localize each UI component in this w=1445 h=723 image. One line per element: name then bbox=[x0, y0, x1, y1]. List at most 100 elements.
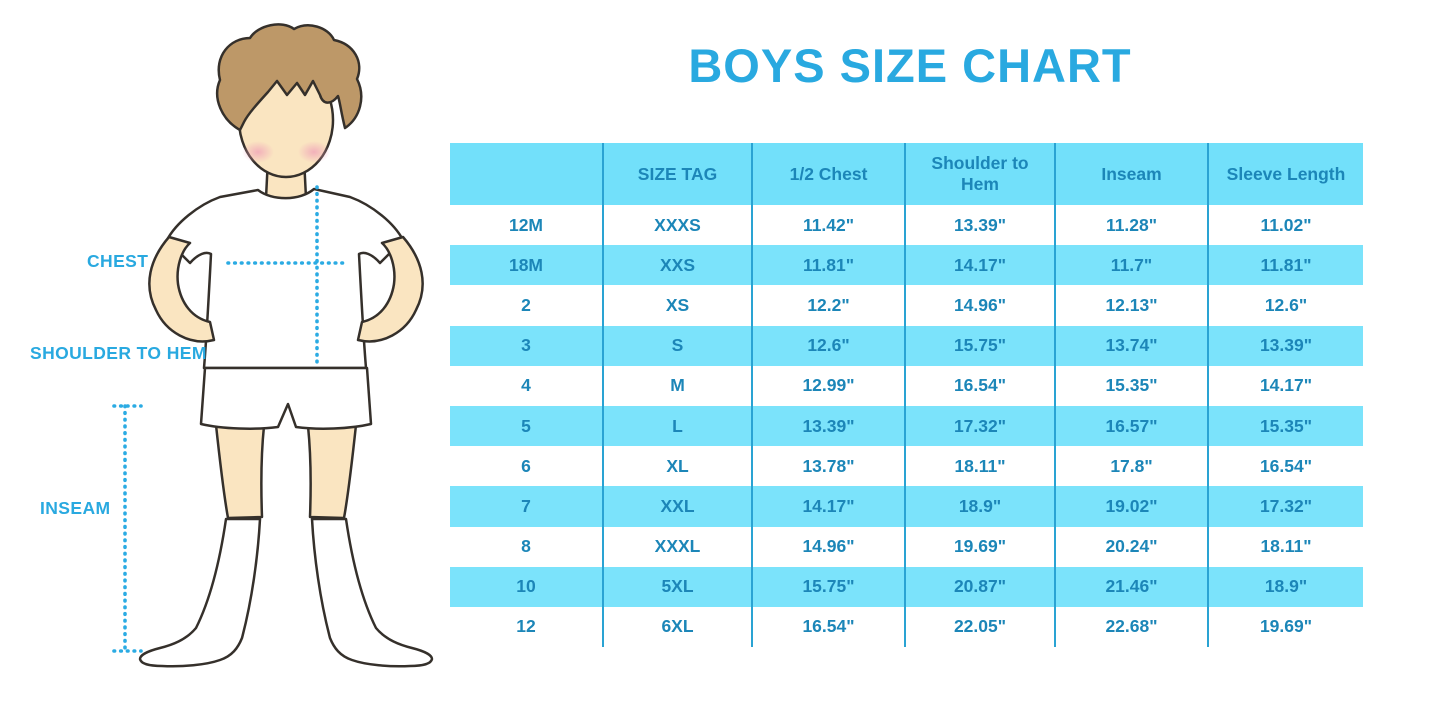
shoulder-to-hem-label: SHOULDER TO HEM bbox=[30, 343, 207, 363]
table-cell: 11.7" bbox=[1054, 245, 1208, 286]
table-row: 3 S 12.6" 15.75" 13.74" 13.39" bbox=[450, 325, 1363, 366]
table-cell: 4 bbox=[521, 375, 531, 396]
table-cell: 2 bbox=[521, 294, 531, 315]
table-cell: 11.02" bbox=[1207, 205, 1363, 246]
table-cell: XL bbox=[602, 446, 752, 487]
table-cell: 16.54" bbox=[1207, 446, 1363, 487]
page-title: BOYS SIZE CHART bbox=[688, 39, 1132, 92]
table-cell: 19.02" bbox=[1054, 486, 1208, 527]
table-row: 10 5XL 15.75" 20.87" 21.46" 18.9" bbox=[450, 566, 1363, 607]
boy-right-leg bbox=[306, 423, 358, 520]
table-cell: XS bbox=[602, 285, 752, 326]
table-cell: S bbox=[602, 325, 752, 366]
table-cell: 14.96" bbox=[751, 526, 905, 567]
table-cell: 12.6" bbox=[751, 325, 905, 366]
boy-illustration bbox=[112, 23, 434, 668]
blush-right-cheek bbox=[298, 141, 330, 163]
table-cell: 18.9" bbox=[904, 486, 1055, 527]
table-row: 7 XXL 14.17" 18.9" 19.02" 17.32" bbox=[450, 486, 1363, 527]
table-row: 18M XXS 11.81" 14.17" 11.7" 11.81" bbox=[450, 245, 1363, 286]
size-table: SIZE TAG 1/2 Chest Shoulder to Hem Inseam Sl… bbox=[450, 143, 1363, 648]
table-cell: 18.9" bbox=[1207, 566, 1363, 607]
table-cell: 20.24" bbox=[1054, 526, 1208, 567]
table-cell: 11.42" bbox=[751, 205, 905, 246]
table-cell: 21.46" bbox=[1054, 566, 1208, 607]
column-header: Shoulder to Hem bbox=[904, 143, 1055, 205]
table-cell: 12.13" bbox=[1054, 285, 1208, 326]
table-cell: 10 bbox=[516, 576, 536, 597]
table-row: 8 XXXL 14.96" 19.69" 20.24" 18.11" bbox=[450, 526, 1363, 567]
table-cell: 16.54" bbox=[751, 606, 905, 648]
table-cell: 13.39" bbox=[904, 205, 1055, 246]
column-header bbox=[450, 143, 603, 205]
table-cell: 12.6" bbox=[1207, 285, 1363, 326]
table-cell: 16.57" bbox=[1054, 405, 1208, 447]
table-cell: 15.75" bbox=[904, 325, 1055, 366]
table-row: 12M XXXS 11.42" 13.39" 11.28" 11.02" bbox=[450, 205, 1363, 246]
table-cell: 19.69" bbox=[904, 526, 1055, 567]
table-cell: 15.75" bbox=[751, 566, 905, 607]
table-cell: 12.2" bbox=[751, 285, 905, 326]
table-cell: 18.11" bbox=[904, 446, 1055, 487]
table-cell: 14.17" bbox=[751, 486, 905, 527]
table-cell: 19.69" bbox=[1207, 606, 1363, 648]
table-cell: L bbox=[602, 405, 752, 447]
table-cell: 13.74" bbox=[1054, 325, 1208, 366]
table-cell: 15.35" bbox=[1207, 405, 1363, 447]
table-cell: 17.8" bbox=[1054, 446, 1208, 487]
table-cell: 16.54" bbox=[904, 365, 1055, 406]
table-cell: 12M bbox=[508, 214, 544, 235]
table-cell: 22.05" bbox=[904, 606, 1055, 648]
table-cell: 3 bbox=[521, 335, 531, 356]
table-row: 4 M 12.99" 16.54" 15.35" 14.17" bbox=[450, 365, 1363, 406]
column-header: SIZE TAG bbox=[602, 143, 752, 205]
table-row: 2 XS 12.2" 14.96" 12.13" 12.6" bbox=[450, 285, 1363, 326]
table-cell: 13.78" bbox=[751, 446, 905, 487]
table-row: 12 6XL 16.54" 22.05" 22.68" 19.69" bbox=[450, 606, 1363, 648]
table-cell: 14.17" bbox=[1207, 365, 1363, 406]
table-cell: 11.81" bbox=[751, 245, 905, 286]
column-header: 1/2 Chest bbox=[751, 143, 905, 205]
boy-left-arm bbox=[148, 235, 216, 343]
table-cell: 18.11" bbox=[1207, 526, 1363, 567]
table-cell: 11.81" bbox=[1207, 245, 1363, 286]
table-cell: 15.35" bbox=[1054, 365, 1208, 406]
table-cell: 13.39" bbox=[1207, 325, 1363, 366]
boy-shorts bbox=[199, 366, 373, 430]
table-cell: XXXL bbox=[602, 526, 752, 567]
table-row: 6 XL 13.78" 18.11" 17.8" 16.54" bbox=[450, 446, 1363, 487]
table-cell: XXXS bbox=[602, 205, 752, 246]
table-header-row: SIZE TAG 1/2 Chest Shoulder to Hem Inseam Sl… bbox=[450, 143, 1363, 205]
table-cell: 12 bbox=[516, 616, 536, 637]
table-cell: 5XL bbox=[602, 566, 752, 607]
table-cell: 6XL bbox=[602, 606, 752, 648]
table-cell: 14.17" bbox=[904, 245, 1055, 286]
table-cell: 7 bbox=[521, 495, 531, 516]
table-cell: 13.39" bbox=[751, 405, 905, 447]
inseam-label: INSEAM bbox=[40, 498, 111, 518]
table-cell: 20.87" bbox=[904, 566, 1055, 607]
table-cell: 14.96" bbox=[904, 285, 1055, 326]
table-cell: 22.68" bbox=[1054, 606, 1208, 648]
table-cell: XXL bbox=[602, 486, 752, 527]
table-body: 12M XXXS 11.42" 13.39" 11.28" 11.02" 18M XXS 11.… bbox=[450, 205, 1363, 648]
boy-left-leg bbox=[214, 423, 266, 520]
column-header: Sleeve Length bbox=[1207, 143, 1363, 205]
table-cell: 6 bbox=[521, 455, 531, 476]
table-cell: 5 bbox=[521, 415, 531, 436]
table-cell: M bbox=[602, 365, 752, 406]
table-cell: 12.99" bbox=[751, 365, 905, 406]
table-cell: 18M bbox=[508, 254, 544, 275]
table-cell: 17.32" bbox=[904, 405, 1055, 447]
blush-left-cheek bbox=[242, 141, 274, 163]
boy-right-arm bbox=[356, 235, 424, 343]
boy-hair bbox=[215, 23, 363, 132]
table-cell: 8 bbox=[521, 536, 531, 557]
table-cell: 11.28" bbox=[1054, 205, 1208, 246]
table-cell: 17.32" bbox=[1207, 486, 1363, 527]
table-row: 5 L 13.39" 17.32" 16.57" 15.35" bbox=[450, 405, 1363, 447]
boy-left-sock bbox=[138, 517, 262, 668]
boy-right-sock bbox=[310, 517, 434, 668]
chest-label: CHEST bbox=[87, 251, 149, 271]
column-header: Inseam bbox=[1054, 143, 1208, 205]
